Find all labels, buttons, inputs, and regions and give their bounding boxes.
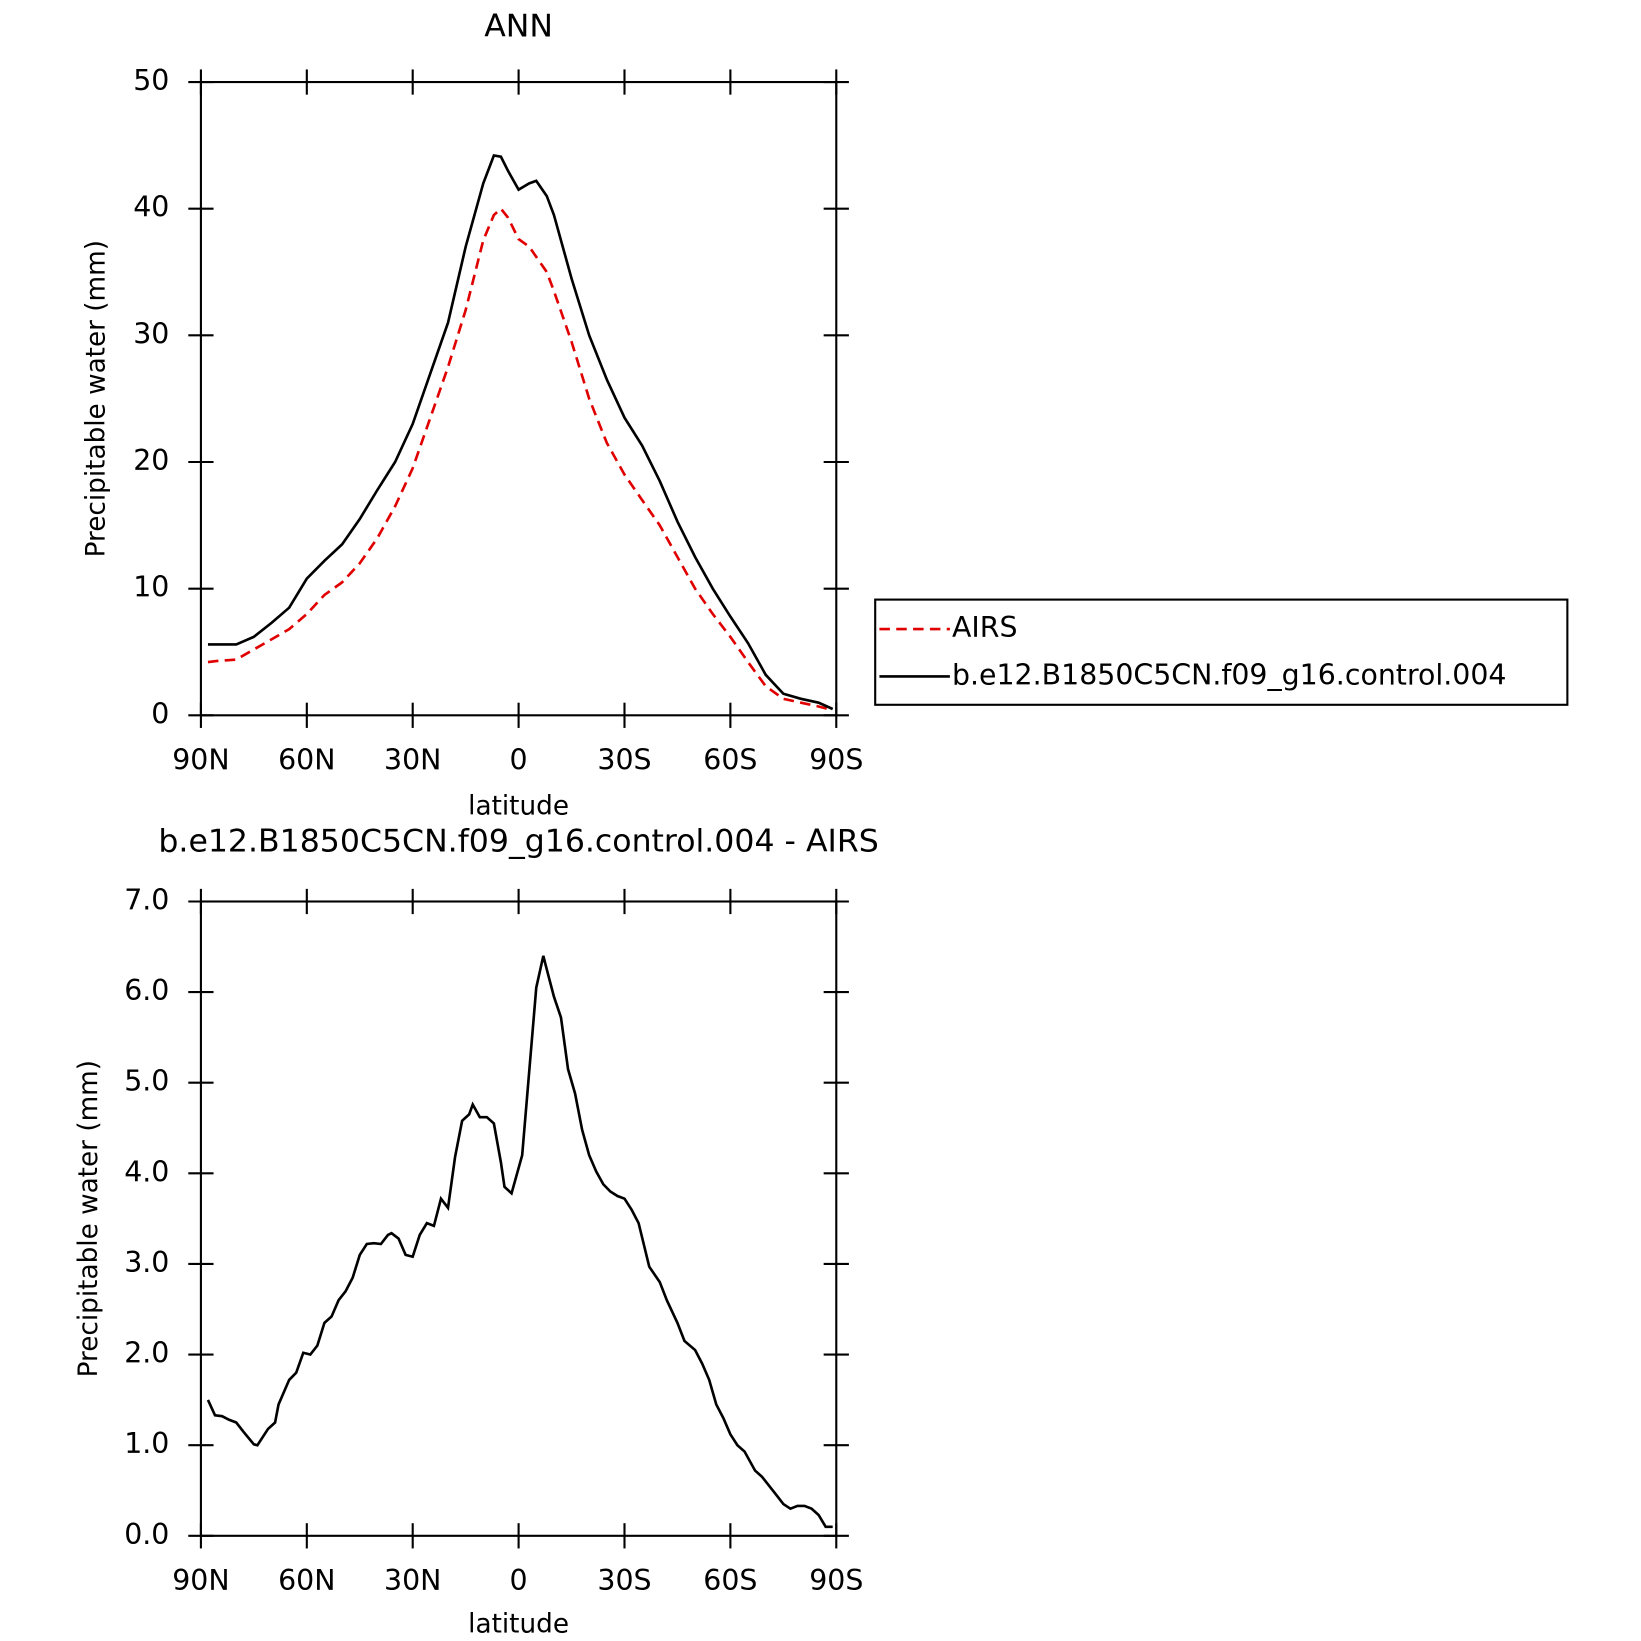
- chart-title: ANN: [484, 8, 553, 44]
- x-tick-label: 90S: [809, 744, 863, 777]
- x-axis-label: latitude: [468, 1610, 569, 1640]
- plot-frame: [199, 80, 838, 717]
- x-tick-label: 0: [510, 744, 528, 777]
- x-tick-label: 90N: [172, 744, 229, 777]
- y-tick-label: 10: [133, 571, 169, 604]
- y-tick-label: 50: [133, 64, 169, 97]
- y-axis-label: Precipitable water (mm): [81, 240, 111, 557]
- x-tick-label: 0: [510, 1564, 528, 1597]
- legend-label: b.e12.B1850C5CN.f09_g16.control.004: [952, 658, 1506, 691]
- x-axis-label: latitude: [468, 791, 569, 821]
- x-tick-label: 60S: [703, 1564, 757, 1597]
- y-tick-label: 6.0: [124, 974, 169, 1007]
- x-tick-label: 60S: [703, 744, 757, 777]
- chart-title: b.e12.B1850C5CN.f09_g16.control.004 - AI…: [158, 824, 878, 860]
- x-tick-label: 30S: [597, 1564, 651, 1597]
- y-tick-label: 4.0: [124, 1155, 169, 1188]
- data-line: [207, 206, 834, 712]
- x-tick-label: 30N: [384, 1564, 441, 1597]
- y-tick-label: 0.0: [124, 1518, 169, 1551]
- x-tick-label: 90N: [172, 1564, 229, 1597]
- y-axis-label: Precipitable water (mm): [74, 1060, 104, 1377]
- y-tick-label: 5.0: [124, 1065, 169, 1098]
- y-tick-label: 1.0: [124, 1427, 169, 1460]
- legend-label: AIRS: [952, 611, 1018, 644]
- x-tick-label: 30N: [384, 744, 441, 777]
- y-tick-label: 3.0: [124, 1246, 169, 1279]
- data-line: [207, 153, 834, 711]
- y-tick-label: 30: [133, 317, 169, 350]
- x-tick-label: 60N: [278, 1564, 335, 1597]
- plot-frame: [199, 900, 838, 1537]
- y-tick-label: 7.0: [124, 883, 169, 916]
- data-line: [206, 955, 833, 1529]
- x-tick-label: 30S: [597, 744, 651, 777]
- y-tick-label: 2.0: [124, 1337, 169, 1370]
- legend-box: [874, 598, 1569, 706]
- x-tick-label: 90S: [809, 1564, 863, 1597]
- y-tick-label: 0: [151, 697, 169, 730]
- y-tick-label: 20: [133, 444, 169, 477]
- x-tick-label: 60N: [278, 744, 335, 777]
- y-tick-label: 40: [133, 191, 169, 224]
